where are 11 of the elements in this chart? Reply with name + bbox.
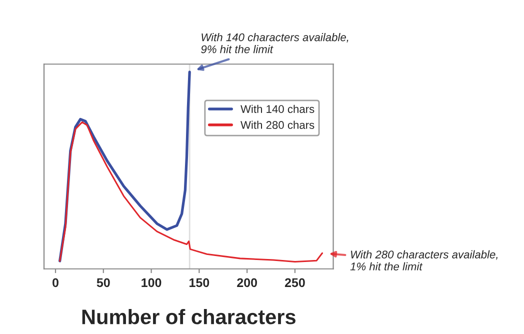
x-tick-label: 50	[96, 278, 110, 288]
x-tick-label: 100	[142, 278, 162, 288]
x-tick-label: 0	[52, 278, 58, 288]
annotation: With 140 characters available, 9% hit the limit	[201, 33, 348, 54]
x-axis-title: Number of characters	[82, 308, 296, 324]
annotation: With 280 characters available, 1% hit the limit	[350, 250, 498, 270]
x-tick-label: 200	[237, 278, 257, 288]
legend-label: With 140 chars	[240, 104, 314, 113]
x-tick-label: 150	[190, 278, 210, 288]
x-tick-label: 250	[284, 278, 305, 288]
legend-label: With 280 chars	[240, 120, 314, 129]
